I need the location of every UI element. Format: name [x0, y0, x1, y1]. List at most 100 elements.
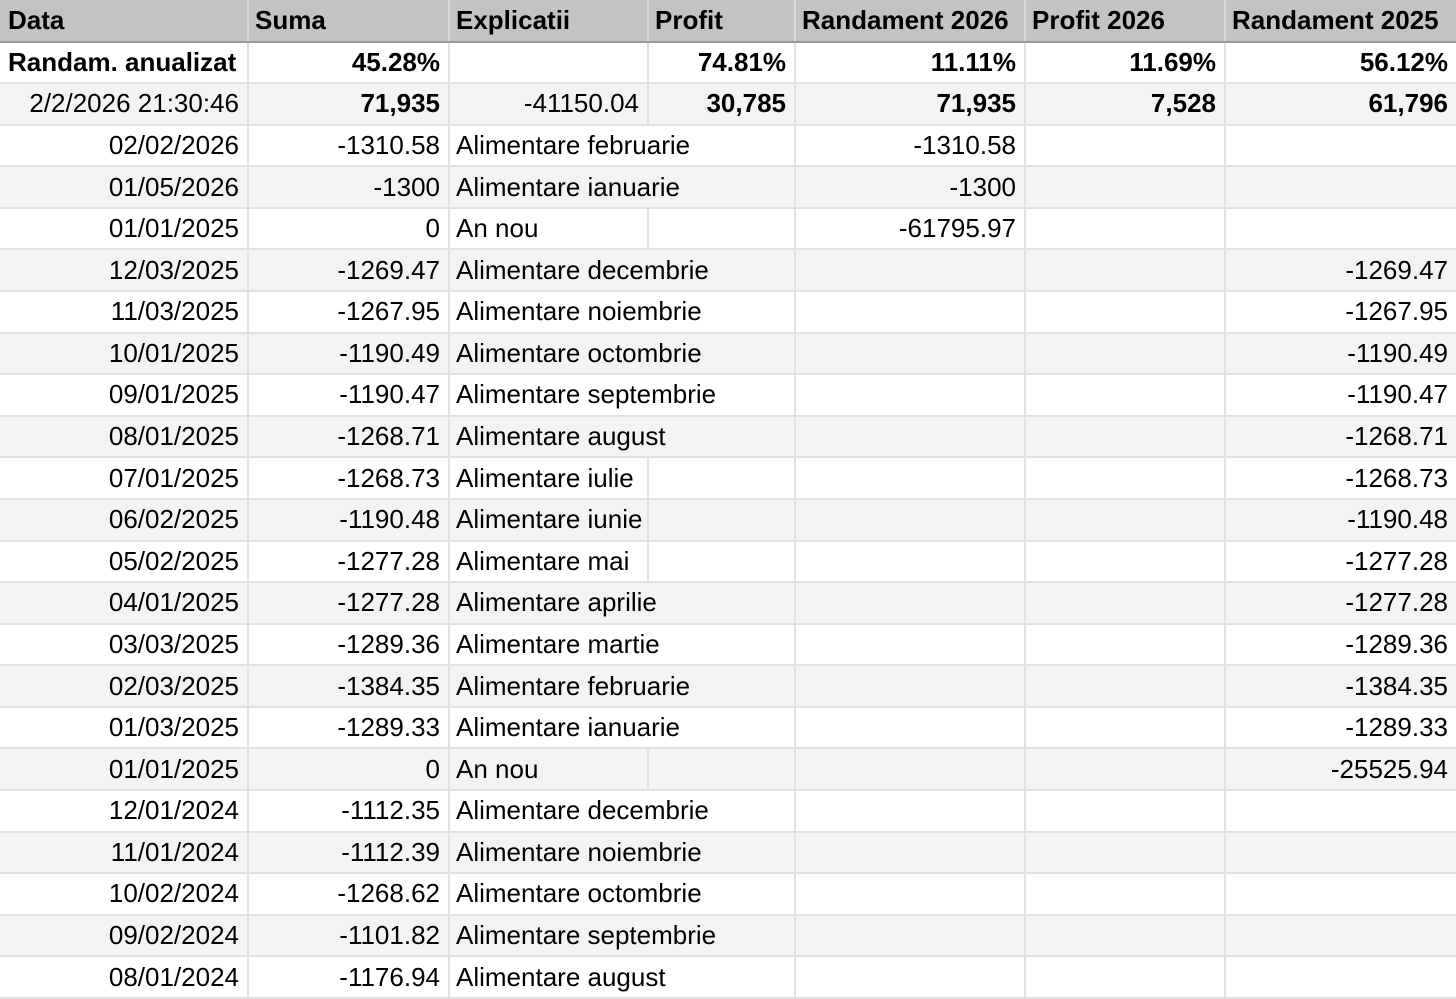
cell-data[interactable]: 01/01/2025 — [0, 748, 249, 791]
cell-explicatii[interactable]: Alimentare septembrie — [449, 914, 716, 958]
cell-randament-2026[interactable] — [795, 415, 1026, 459]
cell-suma[interactable]: -1101.82 — [248, 914, 450, 958]
cell-profit-2026[interactable] — [1025, 789, 1226, 833]
cell-data[interactable]: 08/01/2025 — [0, 415, 249, 459]
cell-suma[interactable]: -1268.73 — [248, 457, 450, 500]
cell-explicatii[interactable]: Alimentare septembrie — [449, 374, 716, 417]
cell-profit-2026[interactable] — [1025, 332, 1226, 376]
cell-suma[interactable]: -1112.35 — [248, 789, 450, 833]
cell-explicatii[interactable]: Alimentare octombrie — [449, 332, 702, 376]
cell-profit-2026[interactable] — [1025, 665, 1226, 708]
cell-randament-2026[interactable] — [795, 498, 1026, 542]
cell-suma[interactable]: -1190.49 — [248, 332, 450, 376]
cell-suma[interactable]: -1267.95 — [248, 291, 450, 334]
cell-suma[interactable]: -1190.47 — [248, 374, 450, 417]
cell-profit-2026[interactable] — [1025, 166, 1226, 209]
cell-randament-2025[interactable]: 61,796 — [1225, 83, 1456, 126]
cell-randament-2025[interactable]: -1269.47 — [1225, 249, 1456, 293]
cell-profit-2026[interactable] — [1025, 956, 1226, 999]
cell-profit[interactable] — [648, 706, 796, 750]
cell-randament-2025[interactable]: -1268.73 — [1225, 457, 1456, 500]
column-header-profit[interactable]: Profit — [648, 0, 796, 43]
cell-profit[interactable] — [648, 124, 796, 168]
cell-randament-2026[interactable]: -61795.97 — [795, 207, 1026, 251]
cell-data[interactable]: 11/01/2024 — [0, 831, 249, 875]
cell-randament-2026[interactable] — [795, 332, 1026, 376]
cell-data[interactable]: 09/02/2024 — [0, 914, 249, 958]
cell-data[interactable]: 11/03/2025 — [0, 291, 249, 334]
cell-profit[interactable] — [648, 415, 796, 459]
cell-randament-2026[interactable] — [795, 540, 1026, 584]
cell-randament-2026[interactable] — [795, 956, 1026, 999]
cell-randament-2025[interactable]: -1190.49 — [1225, 332, 1456, 376]
cell-profit-2026[interactable] — [1025, 207, 1226, 251]
cell-explicatii[interactable]: Alimentare noiembrie — [449, 831, 702, 875]
cell-profit-2026[interactable] — [1025, 291, 1226, 334]
cell-suma[interactable]: 0 — [248, 748, 450, 791]
cell-data[interactable]: 09/01/2025 — [0, 374, 249, 417]
cell-randament-2025[interactable] — [1225, 124, 1456, 168]
cell-explicatii[interactable]: -41150.04 — [449, 83, 649, 126]
cell-profit-2026[interactable]: 11.69% — [1025, 41, 1226, 85]
cell-suma[interactable]: -1289.36 — [248, 623, 450, 667]
cell-profit[interactable] — [648, 540, 796, 584]
cell-randament-2026[interactable] — [795, 748, 1026, 791]
cell-explicatii[interactable]: An nou — [449, 748, 649, 791]
cell-randament-2025[interactable] — [1225, 914, 1456, 958]
column-header-randament-2026[interactable]: Randament 2026 — [795, 0, 1026, 43]
cell-suma[interactable]: -1268.71 — [248, 415, 450, 459]
cell-randament-2025[interactable] — [1225, 956, 1456, 999]
cell-profit[interactable]: 74.81% — [648, 41, 796, 85]
cell-suma[interactable]: 71,935 — [248, 83, 450, 126]
cell-data[interactable]: 04/01/2025 — [0, 582, 249, 625]
column-header-randament-2025[interactable]: Randament 2025 — [1225, 0, 1456, 43]
cell-explicatii[interactable] — [449, 41, 649, 85]
cell-profit[interactable] — [648, 748, 796, 791]
cell-profit[interactable] — [648, 457, 796, 500]
cell-data[interactable]: 02/02/2026 — [0, 124, 249, 168]
cell-profit[interactable] — [648, 498, 796, 542]
cell-randament-2025[interactable]: -1289.36 — [1225, 623, 1456, 667]
cell-data[interactable]: 10/01/2025 — [0, 332, 249, 376]
cell-profit-2026[interactable]: 7,528 — [1025, 83, 1226, 126]
cell-explicatii[interactable]: Alimentare martie — [449, 623, 660, 667]
cell-randament-2025[interactable] — [1225, 873, 1456, 916]
cell-randament-2025[interactable] — [1225, 166, 1456, 209]
cell-suma[interactable]: -1300 — [248, 166, 450, 209]
cell-suma[interactable]: -1384.35 — [248, 665, 450, 708]
cell-explicatii[interactable]: Alimentare august — [449, 956, 666, 999]
cell-profit[interactable] — [648, 623, 796, 667]
cell-suma[interactable]: 45.28% — [248, 41, 450, 85]
cell-profit-2026[interactable] — [1025, 249, 1226, 293]
cell-randament-2025[interactable] — [1225, 789, 1456, 833]
cell-explicatii[interactable]: Alimentare ianuarie — [449, 706, 680, 750]
cell-profit[interactable] — [648, 956, 796, 999]
cell-randament-2025[interactable]: -1267.95 — [1225, 291, 1456, 334]
cell-profit-2026[interactable] — [1025, 831, 1226, 875]
cell-explicatii[interactable]: Alimentare octombrie — [449, 873, 702, 916]
cell-profit-2026[interactable] — [1025, 623, 1226, 667]
cell-explicatii[interactable]: Alimentare februarie — [449, 124, 690, 168]
cell-randament-2025[interactable]: -1277.28 — [1225, 582, 1456, 625]
cell-data[interactable]: 05/02/2025 — [0, 540, 249, 584]
cell-explicatii[interactable]: Alimentare noiembrie — [449, 291, 702, 334]
cell-profit-2026[interactable] — [1025, 457, 1226, 500]
cell-explicatii[interactable]: Alimentare decembrie — [449, 789, 709, 833]
cell-randament-2025[interactable]: 56.12% — [1225, 41, 1456, 85]
cell-randament-2025[interactable] — [1225, 831, 1456, 875]
column-header-suma[interactable]: Suma — [248, 0, 450, 43]
cell-randament-2025[interactable]: -1289.33 — [1225, 706, 1456, 750]
cell-profit-2026[interactable] — [1025, 706, 1226, 750]
cell-data[interactable]: 12/01/2024 — [0, 789, 249, 833]
cell-data[interactable]: 01/01/2025 — [0, 207, 249, 251]
cell-explicatii[interactable]: Alimentare ianuarie — [449, 166, 680, 209]
cell-randament-2025[interactable]: -1268.71 — [1225, 415, 1456, 459]
cell-data[interactable]: 10/02/2024 — [0, 873, 249, 916]
cell-profit-2026[interactable] — [1025, 582, 1226, 625]
cell-profit[interactable] — [648, 166, 796, 209]
cell-randament-2026[interactable] — [795, 914, 1026, 958]
cell-randament-2025[interactable]: -1190.47 — [1225, 374, 1456, 417]
cell-randament-2026[interactable] — [795, 706, 1026, 750]
cell-profit-2026[interactable] — [1025, 498, 1226, 542]
cell-suma[interactable]: -1269.47 — [248, 249, 450, 293]
